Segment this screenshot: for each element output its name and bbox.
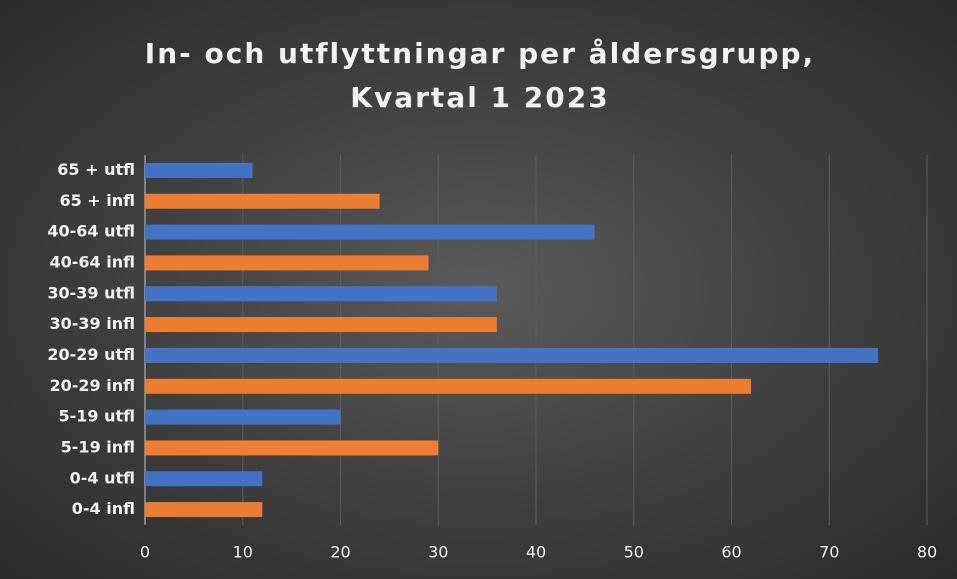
y-tick-label: 0-4 infl bbox=[72, 499, 135, 518]
x-tick-label: 80 bbox=[917, 543, 937, 562]
bar bbox=[145, 378, 752, 394]
y-tick-label: 5-19 utfl bbox=[58, 407, 135, 426]
y-tick-label: 40-64 infl bbox=[50, 252, 135, 271]
bar bbox=[145, 471, 263, 487]
y-tick-label: 20-29 utfl bbox=[47, 345, 135, 364]
bar bbox=[145, 162, 253, 178]
y-tick-label: 30-39 utfl bbox=[47, 283, 135, 302]
x-tick-label: 70 bbox=[819, 543, 839, 562]
bar bbox=[145, 347, 879, 363]
chart-title: In- och utflyttningar per åldersgrupp, K… bbox=[144, 37, 816, 114]
y-tick-label: 30-39 infl bbox=[50, 314, 135, 333]
bar bbox=[145, 502, 263, 518]
y-tick-label: 65 + utfl bbox=[57, 160, 135, 179]
x-tick-label: 0 bbox=[140, 543, 150, 562]
bar bbox=[145, 440, 439, 456]
y-tick-label: 20-29 infl bbox=[50, 376, 135, 395]
y-tick-label: 0-4 utfl bbox=[70, 468, 135, 487]
x-tick-label: 60 bbox=[721, 543, 741, 562]
bar bbox=[145, 317, 497, 333]
x-tick-label: 50 bbox=[624, 543, 644, 562]
x-tick-label: 30 bbox=[428, 543, 448, 562]
x-tick-label: 40 bbox=[526, 543, 546, 562]
y-tick-label: 5-19 infl bbox=[61, 437, 135, 456]
bar bbox=[145, 409, 341, 425]
x-tick-label: 20 bbox=[330, 543, 350, 562]
y-tick-label: 65 + infl bbox=[59, 191, 135, 210]
bar bbox=[145, 224, 595, 240]
y-tick-label: 40-64 utfl bbox=[47, 222, 135, 241]
bar bbox=[145, 193, 380, 209]
x-tick-label: 10 bbox=[233, 543, 253, 562]
bar bbox=[145, 286, 497, 302]
bar bbox=[145, 255, 429, 271]
